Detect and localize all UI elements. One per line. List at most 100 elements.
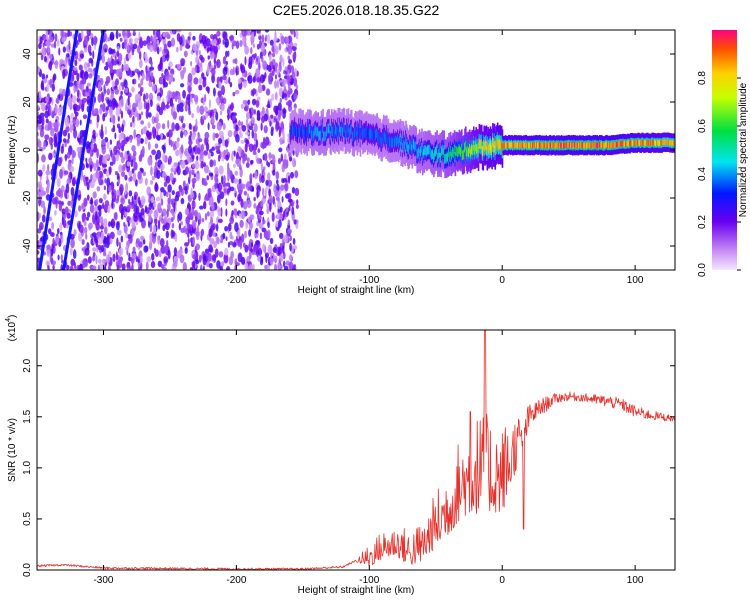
spectrogram-noise-cell [93,162,97,172]
spectrogram-y-tick-label: 20 [22,96,33,108]
spectrogram-noise-cell [154,217,158,225]
spectrogram-noise-cell [116,237,119,247]
spectrogram-noise-cell [267,179,273,187]
spectrogram-noise-cell [211,73,216,84]
spectrogram-noise-cell [92,247,97,252]
spectrogram-noise-cell [222,74,227,81]
spectrogram-noise-cell [61,216,64,226]
spectrogram-noise-cell [285,36,290,46]
spectrogram-noise-cell [192,254,197,260]
spectrogram-noise-cell [110,218,116,229]
spectrogram-noise-cell [127,42,130,52]
spectrogram-noise-cell [39,36,43,45]
spectrogram-noise-cell [244,105,249,112]
spectrogram-noise-cell [72,128,78,139]
spectrogram-noise-cell [104,200,110,207]
spectrogram-noise-cell [39,129,45,138]
spectrogram-noise-cell [204,195,207,201]
spectrogram-noise-cell [202,265,205,270]
spectrogram-noise-cell [84,247,90,256]
spectrogram-noise-cell [115,30,119,40]
spectrogram-noise-cell [165,191,169,198]
spectrogram-noise-cell [174,94,178,103]
spectrogram-noise-cell [248,264,254,270]
spectrogram-noise-cell [280,121,284,131]
snr-y-tick-label: 1.0 [22,460,33,474]
spectrogram-noise-cell [38,212,41,219]
spectrogram-noise-cell [258,222,264,230]
spectrogram-noise-cell [251,186,255,192]
spectrogram-noise-cell [171,223,175,229]
spectrogram-noise-cell [46,102,51,110]
spectrogram-noise-cell [224,38,230,48]
spectrogram-noise-cell [280,153,284,162]
spectrogram-noise-cell [142,126,147,135]
spectrogram-noise-cell [262,60,268,70]
spectrogram-noise-cell [246,157,250,163]
spectrogram-noise-cell [279,54,283,64]
spectrogram-noise-cell [287,55,291,61]
spectrogram-noise-cell [46,83,50,93]
spectrogram-noise-cell [163,43,168,54]
spectrogram-noise-cell [123,57,126,67]
spectrogram-noise-cell [278,42,282,51]
spectrogram-noise-cell [207,187,212,195]
spectrogram-noise-cell [272,156,276,165]
snr-x-tick-label: -200 [226,575,246,586]
spectrogram-noise-cell [59,58,64,65]
spectrogram-noise-cell [244,244,249,253]
spectrogram-noise-cell [145,65,148,75]
spectrogram-noise-cell [222,122,226,130]
spectrogram-noise-cell [147,141,151,151]
spectrogram-noise-cell [281,196,284,203]
spectrogram-noise-cell [69,165,75,172]
spectrogram-noise-cell [286,91,291,98]
spectrogram-noise-cell [243,190,248,196]
spectrogram-noise-cell [113,145,118,156]
spectrogram-noise-cell [150,179,154,185]
spectrogram-noise-cell [254,170,258,180]
spectrogram-noise-cell [44,110,49,119]
spectrogram-noise-cell [288,59,293,65]
spectrogram-noise-cell [173,247,178,256]
spectrogram-noise-cell [53,196,59,205]
spectrogram-noise-cell [143,93,146,102]
spectrogram-y-label: Frequency (Hz) [7,116,18,185]
spectrogram-noise-cell [38,51,43,56]
spectrogram-y-tick-label: -20 [22,190,33,205]
spectrogram-noise-cell [121,84,125,91]
spectrogram-noise-cell [184,166,190,175]
spectrogram-noise-cell [232,163,236,168]
spectrogram-noise-cell [225,154,230,161]
spectrogram-noise-cell [100,123,104,134]
spectrogram-noise-cell [291,157,297,168]
spectrogram-noise-cell [231,151,234,162]
spectrogram-noise-cell [257,96,261,101]
spectrogram-noise-cell [74,86,79,92]
spectrogram-noise-cell [69,265,74,270]
spectrogram-cells [37,30,675,270]
spectrogram-noise-cell [260,200,264,208]
spectrogram-noise-cell [187,232,190,238]
spectrogram-noise-cell [154,143,159,149]
spectrogram-noise-cell [149,223,153,233]
spectrogram-noise-cell [242,201,248,210]
spectrogram-noise-cell [92,255,96,262]
spectrogram-noise-cell [214,133,219,139]
spectrogram-noise-cell [199,105,205,115]
spectrogram-noise-cell [276,179,279,185]
spectrogram-noise-cell [121,64,124,72]
spectrogram-noise-cell [231,115,236,122]
spectrogram-noise-cell [148,192,151,203]
spectrogram-noise-cell [96,186,101,192]
spectrogram-noise-cell [266,206,270,215]
spectrogram-noise-cell [223,175,226,184]
spectrogram-noise-cell [188,169,192,179]
spectrogram-noise-cell [198,192,201,201]
spectrogram-noise-cell [67,132,70,140]
spectrogram-noise-cell [77,89,80,98]
spectrogram-noise-cell [247,74,253,84]
spectrogram-noise-cell [160,101,166,111]
spectrogram-noise-cell [115,189,121,198]
spectrogram-noise-cell [256,43,260,50]
